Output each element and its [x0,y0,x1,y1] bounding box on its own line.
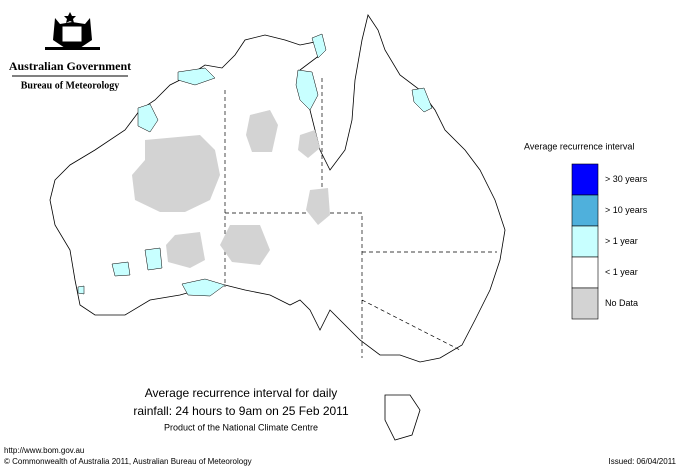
legend-swatch [571,225,599,258]
caption-line: rainfall: 24 hours to 9am on 25 Feb 2011 [133,404,349,418]
legend-label: > 30 years [605,174,648,184]
org-name: Australian Government [9,59,131,73]
legend-swatch [571,163,599,196]
legend-label: No Data [605,298,638,308]
legend-swatch [571,194,599,227]
caption-line: Average recurrence interval for daily [145,386,338,400]
legend-swatch [571,287,599,320]
bureau-name: Bureau of Meteorology [21,80,120,91]
logo [45,12,100,50]
footer-url: http://www.bom.gov.au [4,446,84,455]
caption-line: Product of the National Climate Centre [164,422,318,432]
legend-label: > 10 years [605,205,648,215]
footer-copyright: © Commonwealth of Australia 2011, Austra… [4,457,252,466]
footer-issued: Issued: 06/04/2011 [609,457,677,466]
legend-title: Average recurrence interval [524,141,634,151]
legend: > 30 years > 10 years > 1 year < 1 year No D… [571,163,648,320]
legend-label: > 1 year [605,236,638,246]
legend-swatch [571,256,599,289]
legend-label: < 1 year [605,267,638,277]
australia-map [49,14,506,441]
